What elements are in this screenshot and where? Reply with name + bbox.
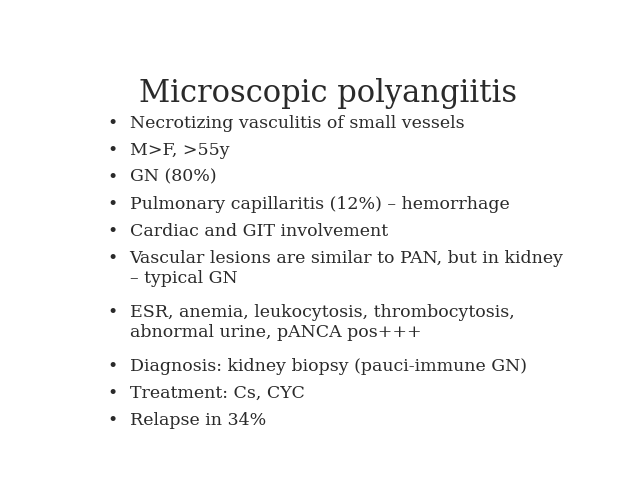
Text: ESR, anemia, leukocytosis, thrombocytosis,
abnormal urine, pANCA pos+++: ESR, anemia, leukocytosis, thrombocytosi… xyxy=(129,304,515,341)
Text: Relapse in 34%: Relapse in 34% xyxy=(129,412,266,429)
Text: •: • xyxy=(108,115,118,132)
Text: Necrotizing vasculitis of small vessels: Necrotizing vasculitis of small vessels xyxy=(129,115,464,132)
Text: •: • xyxy=(108,169,118,186)
Text: GN (80%): GN (80%) xyxy=(129,169,216,186)
Text: •: • xyxy=(108,142,118,159)
Text: •: • xyxy=(108,223,118,240)
Text: •: • xyxy=(108,412,118,429)
Text: •: • xyxy=(108,358,118,375)
Text: •: • xyxy=(108,384,118,402)
Text: Diagnosis: kidney biopsy (pauci-immune GN): Diagnosis: kidney biopsy (pauci-immune G… xyxy=(129,358,527,375)
Text: Pulmonary capillaritis (12%) – hemorrhage: Pulmonary capillaritis (12%) – hemorrhag… xyxy=(129,196,509,213)
Text: •: • xyxy=(108,196,118,213)
Text: Microscopic polyangiitis: Microscopic polyangiitis xyxy=(139,78,517,109)
Text: M>F, >55y: M>F, >55y xyxy=(129,142,229,159)
Text: Treatment: Cs, CYC: Treatment: Cs, CYC xyxy=(129,384,305,402)
Text: Vascular lesions are similar to PAN, but in kidney
– typical GN: Vascular lesions are similar to PAN, but… xyxy=(129,250,564,287)
Text: Cardiac and GIT involvement: Cardiac and GIT involvement xyxy=(129,223,388,240)
Text: •: • xyxy=(108,304,118,321)
Text: •: • xyxy=(108,250,118,267)
